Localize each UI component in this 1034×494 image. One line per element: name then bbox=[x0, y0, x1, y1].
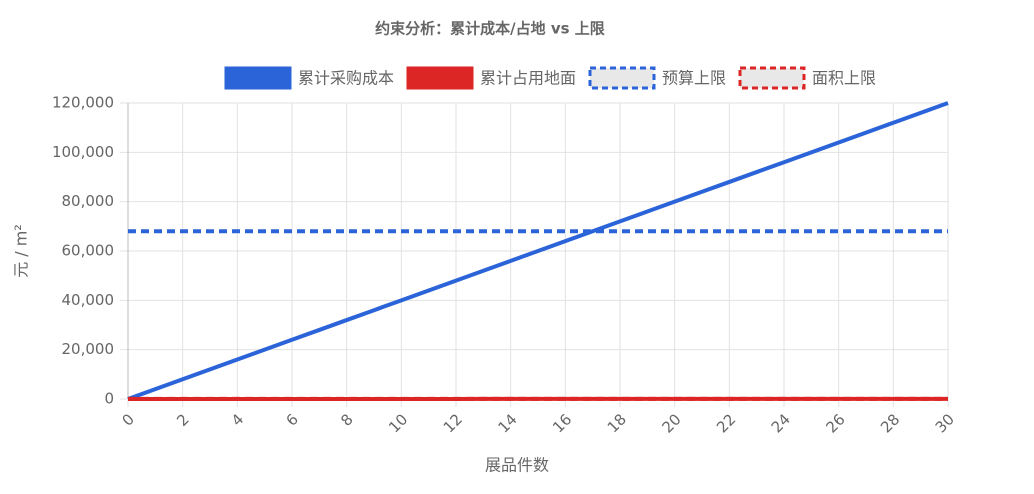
x-tick-label: 22 bbox=[713, 410, 739, 436]
x-tick-label: 16 bbox=[549, 410, 575, 436]
legend-swatch bbox=[590, 68, 654, 88]
x-tick-label: 8 bbox=[337, 410, 356, 429]
x-tick-label: 30 bbox=[932, 410, 958, 436]
x-tick-label: 12 bbox=[440, 410, 466, 436]
x-tick-label: 4 bbox=[228, 410, 247, 429]
x-tick-label: 18 bbox=[604, 410, 630, 436]
y-tick-label: 20,000 bbox=[62, 340, 115, 358]
x-axis-title: 展品件数 bbox=[485, 456, 549, 475]
x-tick-label: 20 bbox=[658, 410, 684, 436]
y-tick-label: 40,000 bbox=[62, 291, 115, 309]
legend-label: 预算上限 bbox=[662, 69, 726, 88]
y-tick-label: 120,000 bbox=[52, 94, 114, 112]
legend-swatch bbox=[226, 68, 290, 88]
x-tick-label: 26 bbox=[822, 410, 848, 436]
chart-title: 约束分析：累计成本/占地 vs 上限 bbox=[375, 20, 605, 38]
x-tick-label: 24 bbox=[768, 410, 794, 436]
x-tick-label: 2 bbox=[173, 410, 192, 429]
legend-label: 面积上限 bbox=[812, 69, 876, 88]
y-axis-title: 元 / m² bbox=[12, 224, 31, 278]
legend-swatch bbox=[408, 68, 472, 88]
y-tick-label: 60,000 bbox=[62, 242, 115, 260]
legend-label: 累计采购成本 bbox=[298, 69, 394, 88]
legend-label: 累计占用地面 bbox=[480, 69, 576, 88]
x-tick-label: 14 bbox=[494, 410, 520, 436]
y-tick-label: 0 bbox=[104, 390, 114, 408]
x-tick-label: 28 bbox=[877, 410, 903, 436]
legend-swatch bbox=[740, 68, 804, 88]
y-tick-label: 80,000 bbox=[62, 192, 115, 210]
x-tick-label: 10 bbox=[385, 410, 411, 436]
x-tick-label: 0 bbox=[119, 410, 138, 429]
x-tick-label: 6 bbox=[283, 410, 302, 429]
y-tick-label: 100,000 bbox=[52, 143, 114, 161]
